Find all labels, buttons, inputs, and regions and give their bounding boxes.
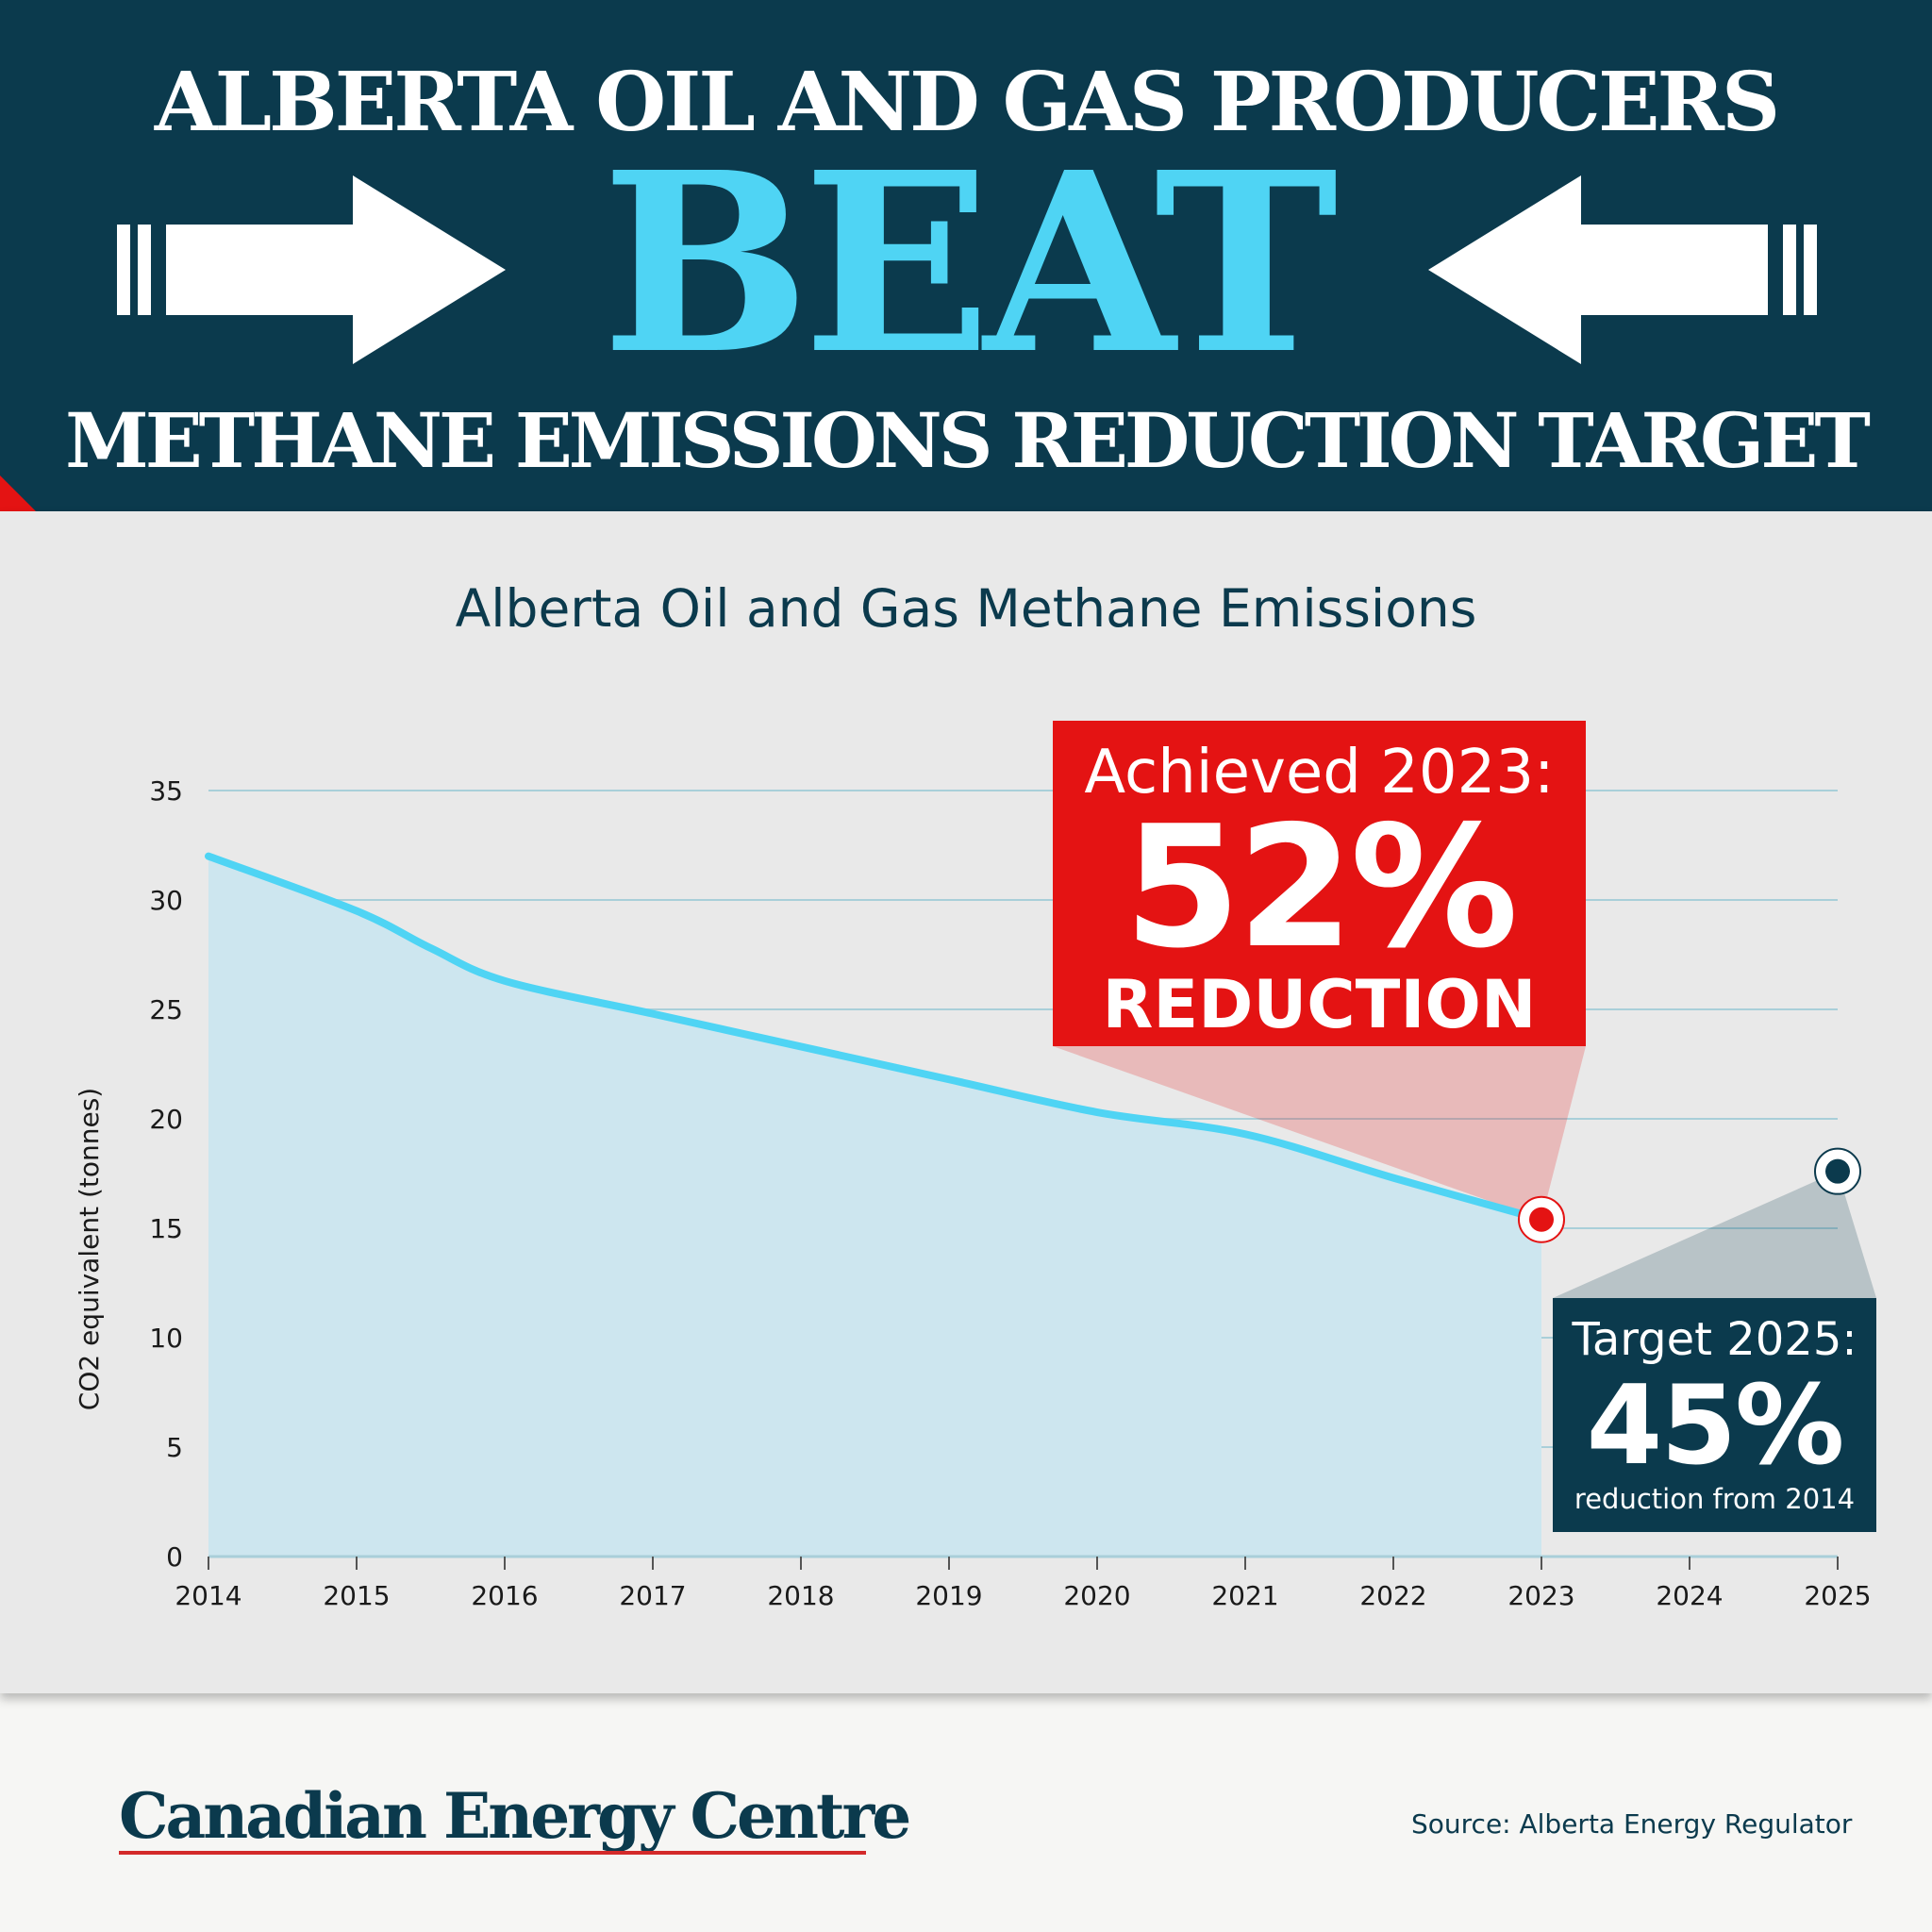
emissions-line bbox=[205, 852, 1545, 1224]
x-tick-label: 2018 bbox=[767, 1580, 834, 1611]
y-axis-label: CO2 equivalent (tonnes) bbox=[74, 1088, 105, 1410]
target-callout: Target 2025: 45% reduction from 2014 bbox=[1553, 1298, 1876, 1532]
x-tick-label: 2015 bbox=[323, 1580, 390, 1611]
headline-top: ALBERTA OIL AND GAS PRODUCERS bbox=[154, 55, 1780, 150]
x-tick-label: 2023 bbox=[1507, 1580, 1574, 1611]
emissions-area bbox=[208, 856, 1541, 1557]
chart-title: Alberta Oil and Gas Methane Emissions bbox=[455, 578, 1477, 639]
x-tick-label: 2024 bbox=[1656, 1580, 1723, 1611]
achieved-value: 52% bbox=[1124, 790, 1518, 985]
arrow-right-icon bbox=[117, 175, 506, 364]
x-tick-label: 2021 bbox=[1211, 1580, 1278, 1611]
x-tick-label: 2020 bbox=[1063, 1580, 1130, 1611]
achieved-connector bbox=[1053, 1046, 1586, 1220]
x-tick-label: 2025 bbox=[1804, 1580, 1871, 1611]
x-tick-label: 2019 bbox=[915, 1580, 982, 1611]
achieved-callout: Achieved 2023: 52% REDUCTION bbox=[1053, 721, 1586, 1046]
arrow-left-icon bbox=[1428, 175, 1817, 364]
headline-bottom: METHANE EMISSIONS REDUCTION TARGET bbox=[65, 396, 1871, 485]
y-tick-label: 20 bbox=[149, 1104, 183, 1135]
achieved-subtitle: REDUCTION bbox=[1102, 966, 1537, 1043]
target-value: 45% bbox=[1586, 1362, 1845, 1490]
achieved-marker bbox=[1529, 1207, 1554, 1232]
headline-beat: BEAT bbox=[601, 118, 1338, 408]
y-tick-label: 10 bbox=[149, 1323, 183, 1354]
x-tick-label: 2014 bbox=[175, 1580, 242, 1611]
achieved-label: Achieved 2023: bbox=[1084, 738, 1555, 808]
x-tick-label: 2016 bbox=[471, 1580, 538, 1611]
target-connector bbox=[1553, 1171, 1876, 1298]
target-label: Target 2025: bbox=[1572, 1313, 1857, 1366]
target-subtitle: reduction from 2014 bbox=[1574, 1483, 1856, 1515]
y-tick-label: 35 bbox=[149, 775, 183, 807]
y-tick-label: 5 bbox=[166, 1432, 183, 1463]
y-tick-label: 25 bbox=[149, 994, 183, 1025]
brand-underline bbox=[119, 1851, 866, 1855]
x-tick-label: 2017 bbox=[619, 1580, 686, 1611]
y-tick-label: 0 bbox=[166, 1541, 183, 1573]
y-tick-label: 30 bbox=[149, 885, 183, 916]
header-banner: ALBERTA OIL AND GAS PRODUCERS BEAT METHA… bbox=[0, 0, 1932, 511]
y-tick-label: 15 bbox=[149, 1213, 183, 1244]
x-tick-label: 2022 bbox=[1359, 1580, 1426, 1611]
brand-logo: Canadian Energy Centre bbox=[119, 1779, 911, 1853]
source-note: Source: Alberta Energy Regulator bbox=[1411, 1808, 1853, 1840]
target-marker bbox=[1825, 1158, 1850, 1184]
